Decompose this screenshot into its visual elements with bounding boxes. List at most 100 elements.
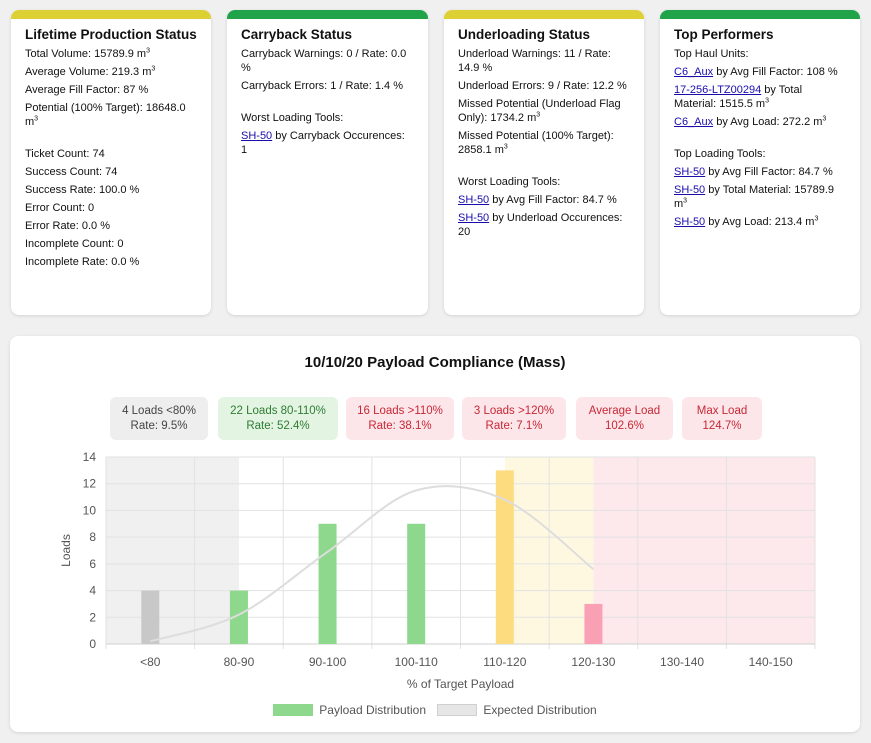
haul-unit-entry: 17-256-LTZ00294 by Total Material: 1515.… [674,84,803,110]
x-tick-label: 80-90 [224,655,255,669]
badge-rate: Rate: 9.5% [130,420,188,432]
x-tick-label: 140-150 [749,655,793,669]
success-count: Success Count: 74 [25,166,118,178]
x-tick-label: 120-130 [571,655,615,669]
tool-link[interactable]: SH-50 [674,166,706,178]
zone-band [593,457,815,644]
tool-entry: SH-50 by Avg Fill Factor: 84.7 % [674,166,833,178]
y-tick-label: 14 [83,450,97,464]
incomplete-count: Incomplete Count: 0 [25,238,124,250]
haul-unit-entry: C6_Aux by Avg Load: 272.2 m3 [674,115,827,128]
bar [318,523,337,644]
y-tick-label: 8 [89,530,96,544]
haul-unit-link[interactable]: C6_Aux [674,66,714,78]
card-title: Carryback Status [241,27,353,42]
tool-link[interactable]: SH-50 [458,212,490,224]
payload-chart: 0 2 4 6 8 10 12 14 <80 80-90 90-100 100-110 110-120 1… [59,450,816,691]
haul-unit-link[interactable]: 17-256-LTZ00294 [674,84,762,96]
worst-tool-entry: SH-50 by Avg Fill Factor: 84.7 % [458,194,617,206]
badge-rate: Rate: 38.1% [368,420,432,432]
card-accent-bar [444,10,644,19]
legend-item-expected[interactable]: Expected Distribution [437,703,597,717]
legend-swatch [273,704,314,716]
tool-entry: SH-50 by Avg Load: 213.4 m3 [674,215,819,228]
average-volume: Average Volume: 219.3 m3 [25,65,156,78]
tool-entry: SH-50 by Total Material: 15789.9 m3 [674,184,835,210]
badge-rate: 102.6% [604,420,644,432]
error-rate: Error Rate: 0.0 % [25,220,110,232]
x-tick-label: 100-110 [395,655,438,669]
haul-unit-link[interactable]: C6_Aux [674,116,714,128]
underloading-card: Underloading Status Underload Warnings: … [444,10,644,315]
card-accent-bar [660,10,860,19]
carryback-card: Carryback Status Carryback Warnings: 0 /… [227,10,428,315]
underload-errors: Underload Errors: 9 / Rate: 12.2 % [458,80,627,92]
bar [407,523,426,644]
bar [141,590,160,644]
average-fill-factor: Average Fill Factor: 87 % [25,84,149,96]
potential: Potential (100% Target): 18648.0 m3 [25,102,186,128]
card-title: Underloading Status [458,27,591,42]
tool-link[interactable]: SH-50 [674,216,706,228]
top-loading-tools-heading: Top Loading Tools: [674,148,766,160]
bar [495,470,514,644]
tool-link[interactable]: SH-50 [458,194,490,206]
carryback-errors: Carryback Errors: 1 / Rate: 1.4 % [241,80,403,92]
legend-label: Expected Distribution [483,703,597,717]
chart-legend: Payload Distribution Expected Distributi… [10,703,860,717]
success-rate: Success Rate: 100.0 % [25,184,140,196]
zone-band [106,457,239,644]
payload-compliance-card: 10/10/20 Payload Compliance (Mass) 4 Loa… [10,336,860,732]
bar [584,603,603,644]
error-count: Error Count: 0 [25,202,95,214]
badge-over-110: 16 Loads >110% Rate: 38.1% [346,397,454,440]
badge-rate: Rate: 52.4% [246,420,310,432]
y-tick-label: 0 [89,637,96,651]
badge-80-110: 22 Loads 80-110% Rate: 52.4% [218,397,338,440]
x-tick-label: 130-140 [660,655,704,669]
missed-potential-target: Missed Potential (100% Target): 2858.1 m… [458,130,614,156]
worst-tool-entry: SH-50 by Carryback Occurences: 1 [241,130,405,156]
badge-title: 3 Loads >120% [473,405,555,417]
tool-link[interactable]: SH-50 [241,130,273,142]
legend-swatch [437,704,478,716]
top-performers-card: Top Performers Top Haul Units: C6_Aux by… [660,10,860,315]
carryback-warnings: Carryback Warnings: 0 / Rate: 0.0 % [241,48,407,74]
lifetime-production-card: Lifetime Production Status Total Volume:… [11,10,211,315]
card-title: Lifetime Production Status [25,27,197,42]
card-accent-bar [227,10,428,19]
badge-title: Average Load [588,405,661,417]
expected-distribution-line [150,485,595,643]
badge-title: Max Load [696,405,748,417]
incomplete-rate: Incomplete Rate: 0.0 % [25,256,140,268]
badge-under-80: 4 Loads <80% Rate: 9.5% [110,397,208,440]
haul-unit-entry: C6_Aux by Avg Fill Factor: 108 % [674,66,838,78]
y-tick-label: 4 [89,584,96,598]
badge-title: 16 Loads >110% [357,405,443,417]
y-tick-label: 2 [89,610,96,624]
badge-average-load: Average Load 102.6% [576,397,673,440]
legend-item-payload[interactable]: Payload Distribution [273,703,426,717]
tool-link[interactable]: SH-50 [674,184,706,196]
y-tick-label: 12 [83,477,97,491]
x-tick-label: 110-120 [483,655,526,669]
y-tick-label: 6 [89,557,96,571]
ticket-count: Ticket Count: 74 [25,148,105,160]
badge-max-load: Max Load 124.7% [682,397,762,440]
x-axis-label: % of Target Payload [407,677,514,691]
x-tick-label: <80 [140,655,161,669]
legend-label: Payload Distribution [319,703,426,717]
y-axis-label: Loads [59,534,73,567]
badge-over-120: 3 Loads >120% Rate: 7.1% [462,397,566,440]
top-haul-units-heading: Top Haul Units: [674,48,749,60]
chart-title: 10/10/20 Payload Compliance (Mass) [304,354,566,371]
card-title: Top Performers [674,27,774,42]
x-tick-label: 90-100 [309,655,347,669]
badge-title: 4 Loads <80% [122,405,196,417]
total-volume: Total Volume: 15789.9 m3 [25,47,150,60]
card-accent-bar [11,10,211,19]
worst-loading-tools-heading: Worst Loading Tools: [458,176,561,188]
missed-potential-flag: Missed Potential (Underload Flag Only): … [458,98,621,124]
bar [229,590,248,644]
badge-rate: 124.7% [702,420,742,432]
